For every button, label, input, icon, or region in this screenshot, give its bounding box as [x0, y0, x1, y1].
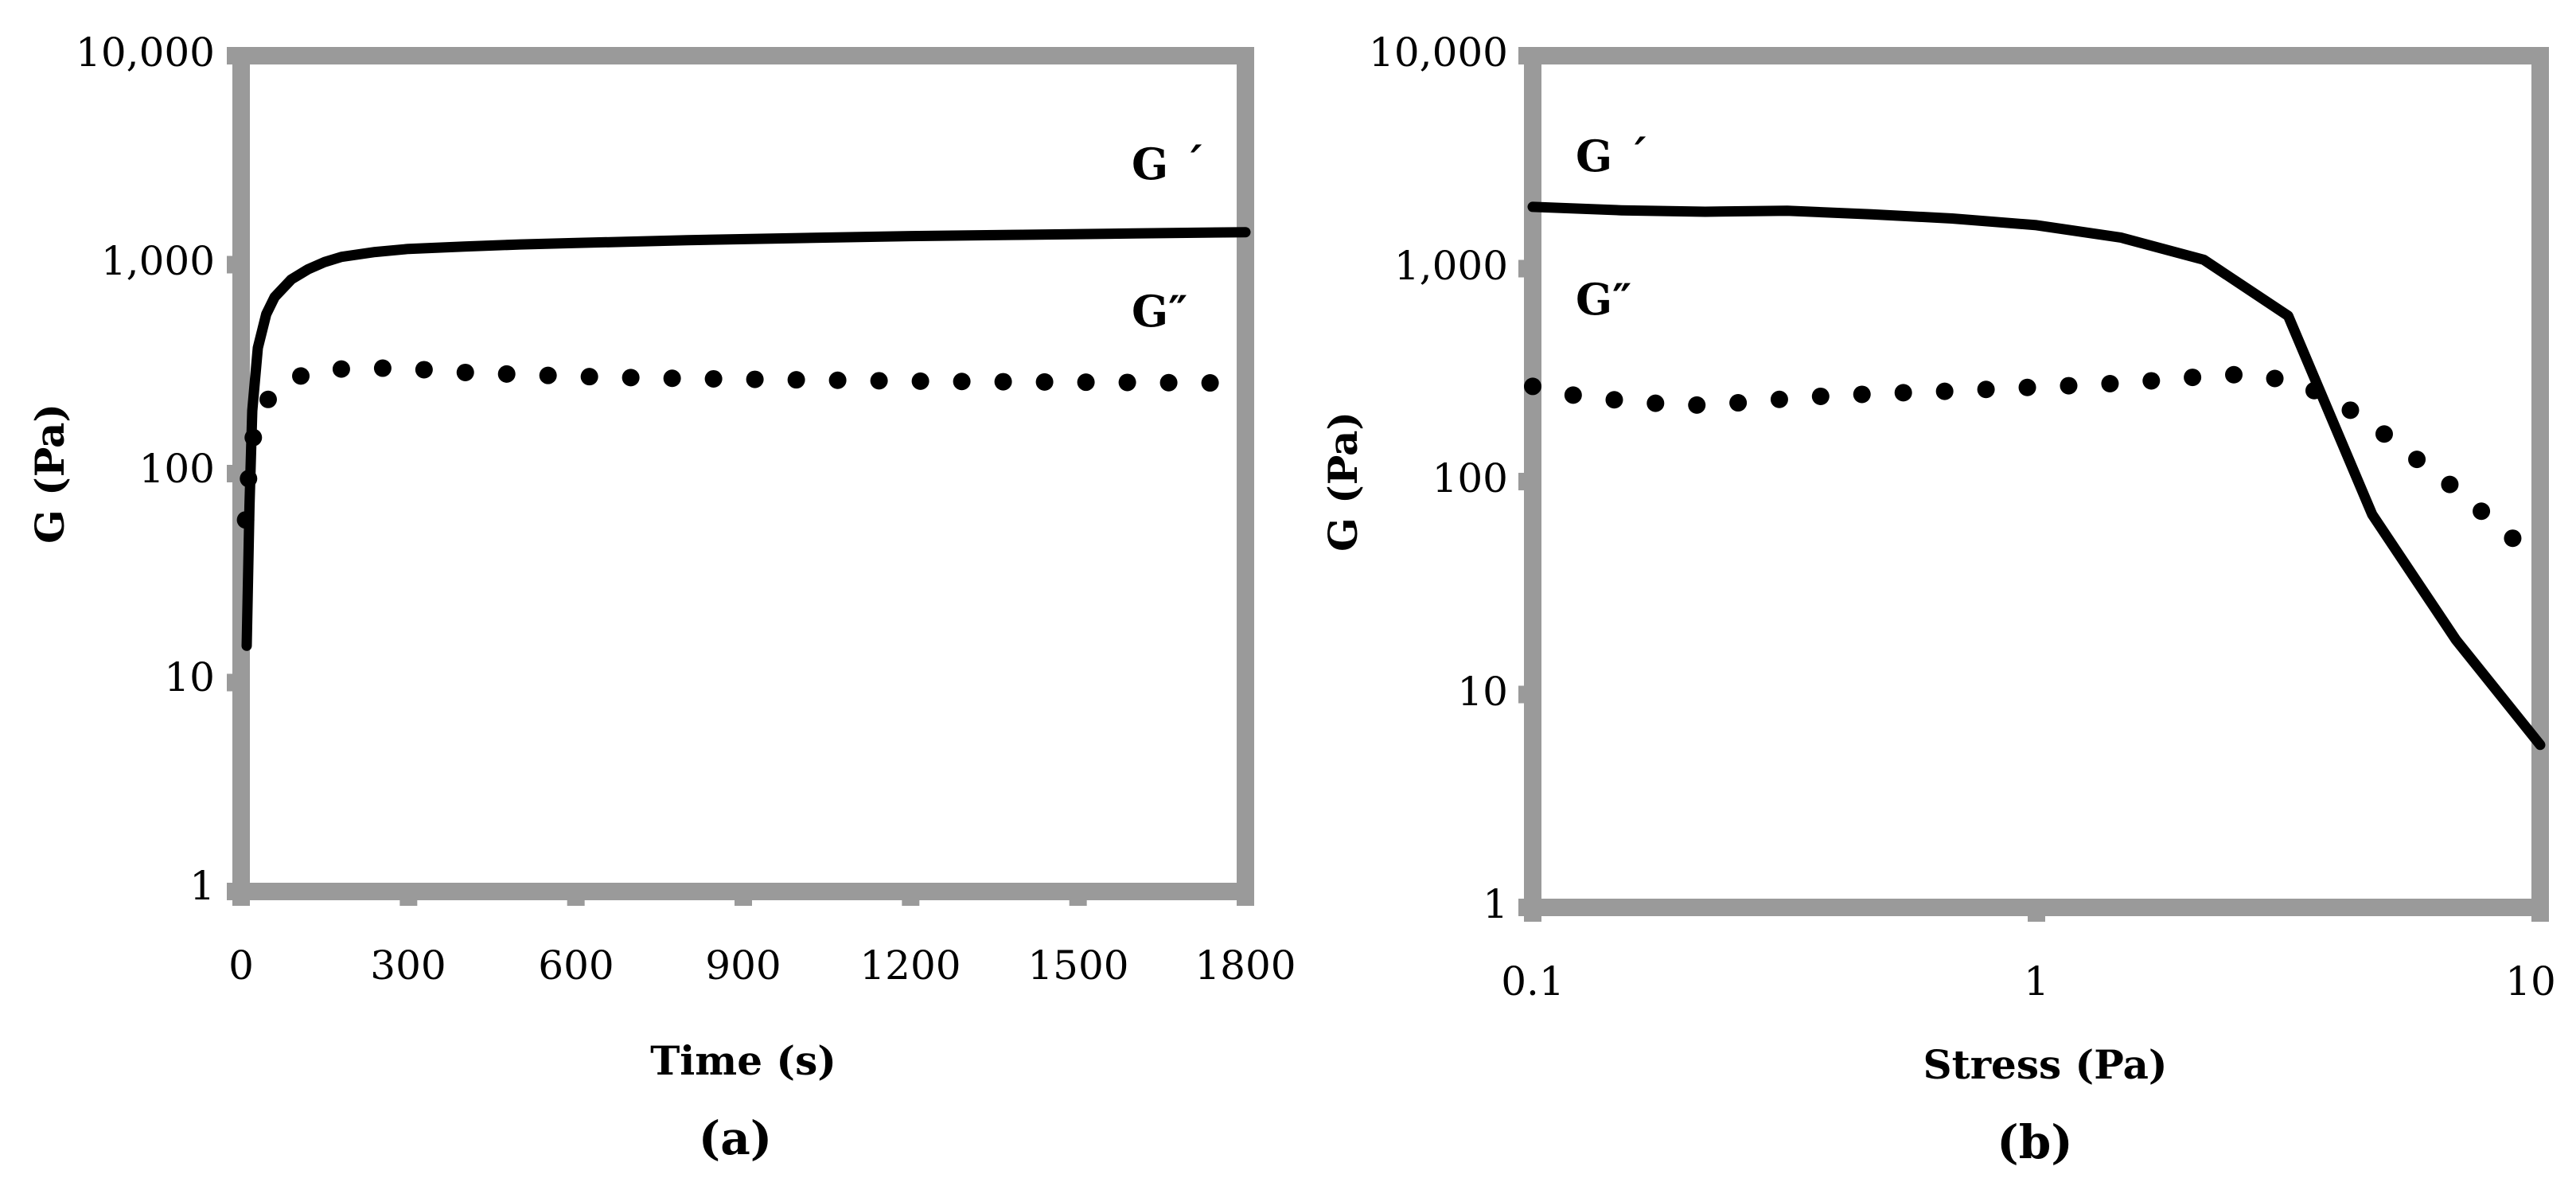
panel-b-y-tick-label: 1,000: [1394, 243, 1508, 289]
panel-b-stress-sweep: 1 10 100 1,000 10,000 0.1 1 10 Stress (P…: [1319, 29, 2556, 1169]
panel-b-label: (b): [1997, 1115, 2072, 1169]
panel-a-y-tick-label: 10,000: [76, 29, 215, 76]
panel-b-x-tick-marks: [1524, 906, 2549, 922]
panel-a-g-prime-label: G ´: [1132, 138, 1205, 189]
panel-a-x-tick-label: 1800: [1194, 942, 1296, 989]
panel-a-time-sweep: 1 10 100 1,000 10,000 0 300 600 900 1200…: [26, 29, 1296, 1165]
panel-b-y-tick-label: 10: [1457, 669, 1508, 715]
panel-a-g-prime-line: [241, 227, 1251, 651]
panel-a-x-tick-label: 300: [370, 942, 446, 989]
panel-a-y-tick-label: 100: [139, 446, 215, 492]
panel-a-y-axis-title: G (Pa): [26, 404, 73, 544]
panel-a-series-layer: [236, 227, 1254, 651]
panel-a-x-tick-marks: [232, 890, 1254, 906]
panel-b-x-tick-label: 10: [2505, 958, 2556, 1005]
panel-b-y-tick-label: 10,000: [1369, 29, 1508, 76]
panel-b-x-axis-title: Stress (Pa): [1923, 1041, 2167, 1088]
panel-b-series-layer: [1524, 201, 2549, 751]
panel-a-y-tick-label: 10: [164, 654, 215, 700]
panel-a-plot-frame: [232, 47, 1254, 900]
panel-a-x-tick-label: 0: [228, 942, 254, 989]
panel-b-y-axis-title: G (Pa): [1319, 412, 1366, 552]
panel-b-plot-frame: [1524, 47, 2549, 916]
panel-a-x-tick-label: 900: [705, 942, 781, 989]
panel-a-x-tick-label: 1500: [1027, 942, 1128, 989]
panel-a-x-tick-label: 1200: [859, 942, 961, 989]
panel-b-g-prime-line: [1527, 201, 2546, 751]
panel-a-x-axis-title: Time (s): [650, 1037, 836, 1084]
panel-a-y-tick-label: 1: [189, 863, 215, 909]
panel-b-y-tick-label: 1: [1483, 881, 1508, 927]
panel-a-x-tick-label: 600: [538, 942, 614, 989]
panel-b-g-double-prime-label: G″: [1576, 274, 1631, 325]
panel-b-g-double-prime-line: [1524, 365, 2549, 571]
panel-b-x-tick-label: 0.1: [1501, 958, 1565, 1005]
panel-b-x-tick-label: 1: [2024, 958, 2049, 1005]
panel-a-g-double-prime-label: G″: [1132, 286, 1187, 337]
panel-b-g-prime-label: G ´: [1576, 131, 1649, 181]
panel-a-y-tick-label: 1,000: [101, 238, 215, 284]
panel-a-label: (a): [699, 1111, 772, 1165]
panel-b-y-tick-label: 100: [1432, 455, 1508, 501]
panel-a-g-double-prime-line: [236, 359, 1254, 529]
